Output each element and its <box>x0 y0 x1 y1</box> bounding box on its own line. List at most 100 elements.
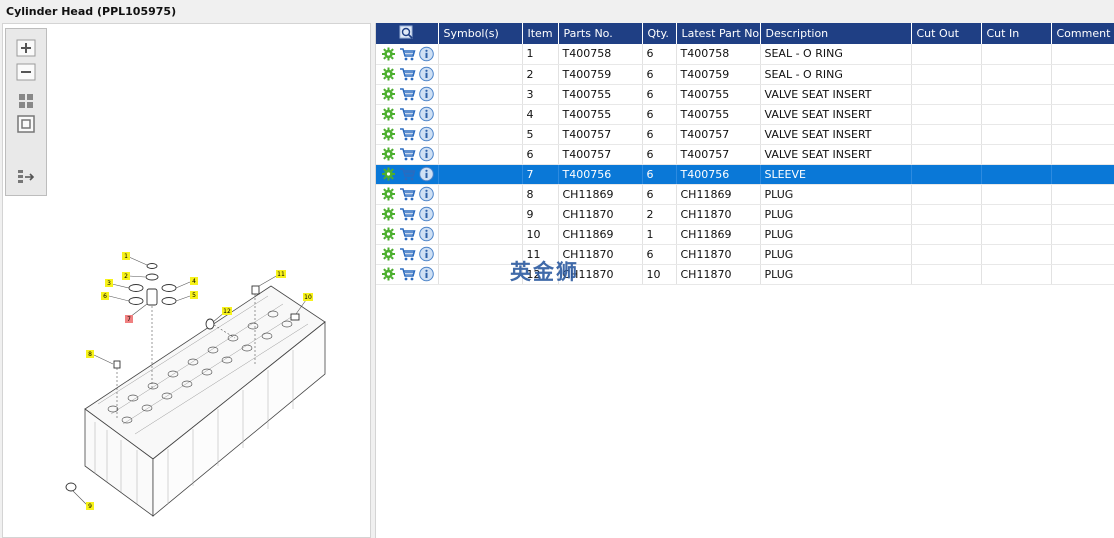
comment-cell <box>1051 204 1114 225</box>
cart-icon[interactable] <box>399 66 416 82</box>
column-header-symbols[interactable]: Symbol(s) <box>438 23 523 44</box>
column-header-cut-out[interactable]: Cut Out <box>911 23 982 44</box>
callout-9[interactable]: 9 <box>86 502 94 510</box>
cart-icon[interactable] <box>399 46 416 62</box>
column-header-qty[interactable]: Qty. <box>642 23 677 44</box>
callout-4[interactable]: 4 <box>190 277 198 285</box>
gear-icon[interactable] <box>380 166 397 182</box>
qty-cell: 10 <box>642 264 677 285</box>
table-row[interactable]: 11 CH11870 6 CH11870 PLUG <box>376 244 1114 265</box>
gear-icon[interactable] <box>380 186 397 202</box>
gear-icon[interactable] <box>380 66 397 82</box>
gear-icon[interactable] <box>380 206 397 222</box>
cut-in-cell <box>981 144 1052 165</box>
comment-cell <box>1051 124 1114 145</box>
callout-2[interactable]: 2 <box>122 272 130 280</box>
column-header-search[interactable] <box>376 23 439 44</box>
callout-10[interactable]: 10 <box>303 293 313 301</box>
callout-6[interactable]: 6 <box>101 292 109 300</box>
table-row[interactable]: 10 CH11869 1 CH11869 PLUG <box>376 224 1114 245</box>
info-icon[interactable] <box>418 46 435 62</box>
column-header-comment[interactable]: Comment <box>1051 23 1114 44</box>
info-icon[interactable] <box>418 266 435 282</box>
gear-icon[interactable] <box>380 86 397 102</box>
table-row[interactable]: 9 CH11870 2 CH11870 PLUG <box>376 204 1114 225</box>
description-cell: PLUG <box>760 244 912 265</box>
description-cell: PLUG <box>760 224 912 245</box>
exploded-parts-diagram[interactable]: 1 2 3 4 5 6 7 8 9 10 11 12 <box>3 204 371 538</box>
zoom-out-icon[interactable] <box>16 63 36 81</box>
cart-icon[interactable] <box>399 226 416 242</box>
cart-icon[interactable] <box>399 106 416 122</box>
fit-all-icon[interactable] <box>16 92 36 110</box>
column-header-latest-part-no[interactable]: Latest Part No. <box>676 23 761 44</box>
gear-icon[interactable] <box>380 126 397 142</box>
cart-icon[interactable] <box>399 246 416 262</box>
gear-icon[interactable] <box>380 266 397 282</box>
table-row[interactable]: 2 T400759 6 T400759 SEAL - O RING <box>376 64 1114 85</box>
fit-window-icon[interactable] <box>16 115 36 133</box>
diagram-pane[interactable]: 1 2 3 4 5 6 7 8 9 10 11 12 <box>2 23 371 538</box>
callout-12[interactable]: 12 <box>222 307 232 315</box>
cart-icon[interactable] <box>399 266 416 282</box>
comment-cell <box>1051 224 1114 245</box>
cart-icon[interactable] <box>399 146 416 162</box>
callout-5[interactable]: 5 <box>190 291 198 299</box>
info-icon[interactable] <box>418 226 435 242</box>
symbol-cell <box>438 44 523 65</box>
callout-3[interactable]: 3 <box>105 279 113 287</box>
cut-out-cell <box>911 84 982 105</box>
info-icon[interactable] <box>418 186 435 202</box>
gear-icon[interactable] <box>380 106 397 122</box>
description-cell: VALVE SEAT INSERT <box>760 124 912 145</box>
info-icon[interactable] <box>418 126 435 142</box>
table-row[interactable]: 1 T400758 6 T400758 SEAL - O RING <box>376 44 1114 65</box>
callout-8[interactable]: 8 <box>86 350 94 358</box>
info-icon[interactable] <box>418 166 435 182</box>
item-cell: 9 <box>522 204 559 225</box>
cut-out-cell <box>911 224 982 245</box>
parts-no-cell: T400757 <box>558 124 643 145</box>
parts-list-pane: Symbol(s) Item Parts No. Qty. Latest Par… <box>375 23 1114 538</box>
gear-icon[interactable] <box>380 46 397 62</box>
item-cell: 10 <box>522 224 559 245</box>
cart-icon[interactable] <box>399 206 416 222</box>
table-row[interactable]: 6 T400757 6 T400757 VALVE SEAT INSERT <box>376 144 1114 165</box>
table-row[interactable]: 12 CH11870 10 CH11870 PLUG <box>376 264 1114 285</box>
table-row[interactable]: 4 T400755 6 T400755 VALVE SEAT INSERT <box>376 104 1114 125</box>
parts-table: Symbol(s) Item Parts No. Qty. Latest Par… <box>376 23 1114 285</box>
gear-icon[interactable] <box>380 146 397 162</box>
gear-icon[interactable] <box>380 246 397 262</box>
cart-icon[interactable] <box>399 86 416 102</box>
cart-icon[interactable] <box>399 126 416 142</box>
row-actions-cell <box>376 224 439 245</box>
table-row[interactable]: 3 T400755 6 T400755 VALVE SEAT INSERT <box>376 84 1114 105</box>
list-export-icon[interactable] <box>16 168 36 186</box>
zoom-in-icon[interactable] <box>16 39 36 57</box>
comment-cell <box>1051 184 1114 205</box>
column-header-description[interactable]: Description <box>760 23 912 44</box>
info-icon[interactable] <box>418 86 435 102</box>
latest-part-no-cell: CH11869 <box>676 184 761 205</box>
callout-1[interactable]: 1 <box>122 252 130 260</box>
callout-7[interactable]: 7 <box>125 315 133 323</box>
cart-icon[interactable] <box>399 186 416 202</box>
gear-icon[interactable] <box>380 226 397 242</box>
row-actions-cell <box>376 144 439 165</box>
table-row[interactable]: 5 T400757 6 T400757 VALVE SEAT INSERT <box>376 124 1114 145</box>
column-header-item[interactable]: Item <box>522 23 559 44</box>
parts-no-cell: T400757 <box>558 144 643 165</box>
info-icon[interactable] <box>418 206 435 222</box>
table-row[interactable]: 8 CH11869 6 CH11869 PLUG <box>376 184 1114 205</box>
info-icon[interactable] <box>418 66 435 82</box>
info-icon[interactable] <box>418 146 435 162</box>
table-row[interactable]: 7 T400756 6 T400756 SLEEVE <box>376 164 1114 185</box>
column-header-cut-in[interactable]: Cut In <box>981 23 1052 44</box>
cart-icon[interactable] <box>399 166 416 182</box>
window-title: Cylinder Head (PPL105975) <box>6 5 177 18</box>
info-icon[interactable] <box>418 246 435 262</box>
column-header-parts-no[interactable]: Parts No. <box>558 23 643 44</box>
info-icon[interactable] <box>418 106 435 122</box>
callout-11[interactable]: 11 <box>276 270 286 278</box>
pane-splitter[interactable] <box>371 23 375 538</box>
